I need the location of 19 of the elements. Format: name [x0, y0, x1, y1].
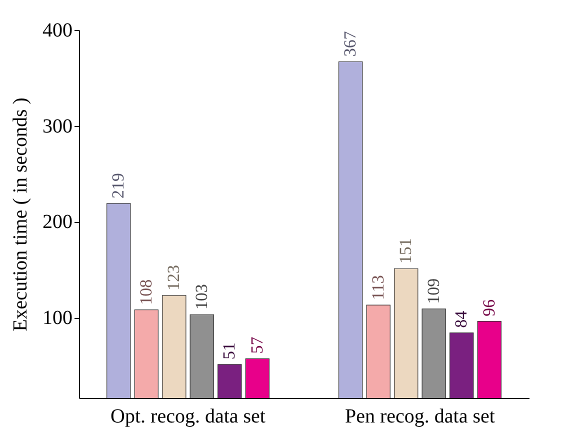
data-label: 219 — [108, 172, 128, 198]
y-tick-label: 300 — [42, 115, 72, 138]
data-label: 57 — [247, 336, 266, 354]
data-label: 367 — [340, 30, 360, 57]
y-tick-label: 200 — [42, 211, 72, 234]
y-tick-label: 100 — [42, 307, 72, 329]
data-label: 108 — [136, 279, 156, 305]
data-label: 84 — [452, 310, 471, 328]
data-label: 123 — [164, 264, 184, 290]
data-label: 109 — [424, 278, 443, 304]
y-tick-label: 400 — [42, 20, 72, 42]
data-label: 151 — [396, 238, 416, 264]
data-label: 96 — [479, 299, 498, 316]
x-tick-label: Opt. recog. data set — [110, 406, 266, 428]
x-tick-label: Pen recog. data set — [345, 406, 496, 428]
data-label: 113 — [368, 275, 388, 300]
data-label: 51 — [220, 342, 239, 360]
data-label: 103 — [192, 284, 211, 310]
y-axis-title: Execution time ( in seconds ) — [10, 98, 32, 332]
